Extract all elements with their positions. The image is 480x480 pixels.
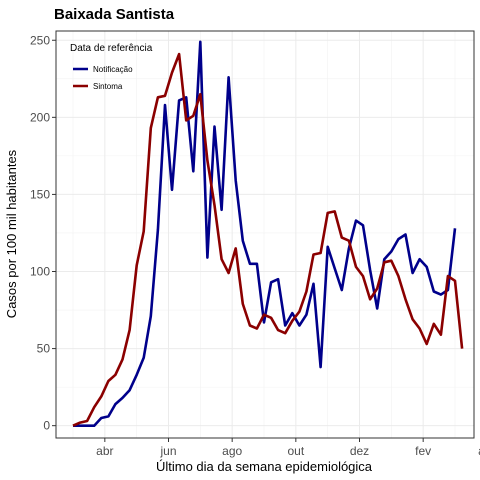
y-tick-label: 50 bbox=[37, 342, 51, 356]
series-line-notificacao bbox=[73, 40, 457, 428]
x-tick-label: jun bbox=[159, 444, 176, 458]
y-axis-title: Casos por 100 mil habitantes bbox=[4, 149, 19, 318]
legend-label-notificacao: Notificação bbox=[93, 65, 133, 74]
legend: Data de referência Notificação Sintoma bbox=[70, 43, 153, 91]
x-tick-label: fev bbox=[415, 444, 431, 458]
x-tick-label: abr bbox=[96, 444, 113, 458]
y-tick-label: 150 bbox=[30, 187, 50, 201]
legend-title: Data de referência bbox=[70, 43, 153, 54]
series-line-sintoma bbox=[72, 52, 464, 427]
x-axis-title: Último dia da semana epidemiológica bbox=[156, 459, 373, 474]
x-tick-label: dez bbox=[350, 444, 369, 458]
y-tick-label: 100 bbox=[30, 265, 50, 279]
x-tick-label: ago bbox=[222, 444, 242, 458]
plot-panel-border bbox=[55, 30, 475, 439]
legend-label-sintoma: Sintoma bbox=[93, 82, 123, 91]
x-tick-label: out bbox=[287, 444, 304, 458]
x-tick-label: abr bbox=[478, 444, 480, 458]
y-tick-label: 0 bbox=[43, 419, 50, 433]
grid bbox=[56, 31, 474, 438]
y-tick-label: 250 bbox=[30, 33, 50, 47]
axis-ticks: 0 50 100 150 200 250 abr jun ago out dez fev abr bbox=[30, 33, 480, 458]
chart-title: Baixada Santista bbox=[54, 6, 175, 23]
y-tick-label: 200 bbox=[30, 110, 50, 124]
series-lines bbox=[72, 40, 464, 428]
